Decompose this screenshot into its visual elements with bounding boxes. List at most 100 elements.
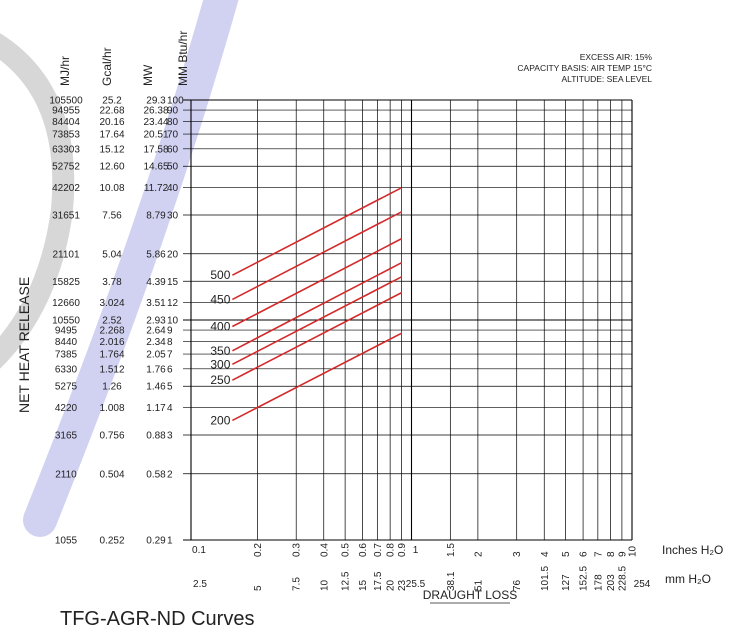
x-tick-label-in: 7 xyxy=(593,551,604,557)
y-tick-label-gcal: 2.52 xyxy=(102,316,122,327)
y-tick-label-gcal: 12.60 xyxy=(99,162,124,173)
y-tick-label-mw: 2.93 xyxy=(146,316,166,327)
x-tick-label-in: 8 xyxy=(606,551,617,557)
y-tick-label-mj: 6330 xyxy=(55,364,78,375)
y-tick-label-mj: 12660 xyxy=(52,298,80,309)
y-tick-label-mj: 15825 xyxy=(52,277,80,288)
y-tick-label-gcal: 1.764 xyxy=(99,350,124,361)
x-tick-label-mm: 10 xyxy=(319,579,330,591)
y-tick-label-mw: 14.65 xyxy=(143,162,168,173)
y-tick-label-mw: 20.51 xyxy=(143,130,168,141)
x-tick-label-in: 0.4 xyxy=(319,543,330,557)
y-tick-label-gcal: 2.016 xyxy=(99,337,124,348)
y-tick-label-mmbtu: 70 xyxy=(167,130,179,141)
x-tick-label-mm: 178 xyxy=(593,574,604,591)
y-tick-label-mmbtu: 2 xyxy=(167,469,173,480)
x-tick-label-in: 1 xyxy=(413,545,419,556)
x-tick-label-in: 10 xyxy=(628,545,639,557)
y-tick-label-mmbtu: 90 xyxy=(167,106,179,117)
decorative-blue-band xyxy=(23,0,239,537)
x-tick-label-in: 5 xyxy=(561,551,572,557)
series-label-450: 450 xyxy=(210,292,230,306)
y-tick-label-mmbtu: 8 xyxy=(167,337,173,348)
x-tick-label-in: 3 xyxy=(512,551,523,557)
y-tick-label-mmbtu: 4 xyxy=(167,403,173,414)
y-tick-label-mw: 11.72 xyxy=(144,183,169,194)
x-axis-title: DRAUGHT LOSS xyxy=(423,588,517,602)
y-tick-label-gcal: 22.68 xyxy=(99,106,124,117)
x-tick-label-mm: 7.5 xyxy=(292,577,303,591)
y-tick-label-mj: 84404 xyxy=(52,117,80,128)
x-tick-label-mm: 25.5 xyxy=(406,579,426,590)
x-tick-label-in: 1.5 xyxy=(446,543,457,557)
y-tick-label-mw: 23.44 xyxy=(143,117,168,128)
y-tick-label-gcal: 5.04 xyxy=(102,249,122,260)
x-tick-label-in: 6 xyxy=(579,551,590,557)
x-tick-label-in: 0.2 xyxy=(253,543,264,557)
x-tick-label-in: 4 xyxy=(540,551,551,557)
y-axis-title: NET HEAT RELEASE xyxy=(16,277,32,413)
x-unit-inches: Inches H₂O xyxy=(662,543,723,557)
y-tick-label-mw: 2.05 xyxy=(146,350,166,361)
annotation-excess-air: EXCESS AIR: 15% xyxy=(580,52,653,62)
y-tick-label-mw: 0.58 xyxy=(146,469,166,480)
y-tick-label-gcal: 1.512 xyxy=(99,364,124,375)
x-tick-label-mm: 76 xyxy=(512,579,523,591)
y-tick-label-mj: 5275 xyxy=(55,382,78,393)
y-tick-label-mj: 7385 xyxy=(55,350,78,361)
x-unit-mm: mm H₂O xyxy=(665,572,711,586)
y-tick-label-mj: 9495 xyxy=(55,326,78,337)
x-tick-label-in: 0.3 xyxy=(292,543,303,557)
x-tick-label-mm: 5 xyxy=(253,585,264,591)
y-tick-label-gcal: 3.78 xyxy=(102,277,122,288)
y-tick-label-mj: 73853 xyxy=(52,130,80,141)
y-tick-label-mj: 21101 xyxy=(52,249,80,260)
y-tick-label-gcal: 25.2 xyxy=(102,96,122,107)
y-tick-label-mj: 10550 xyxy=(52,316,80,327)
y-tick-label-mw: 1.76 xyxy=(146,364,166,375)
y-tick-label-mmbtu: 7 xyxy=(167,350,173,361)
y-tick-label-gcal: 0.252 xyxy=(99,536,124,547)
y-unit-mw: MW xyxy=(141,64,155,86)
y-tick-label-gcal: 10.08 xyxy=(99,183,124,194)
y-tick-label-mmbtu: 5 xyxy=(167,382,173,393)
y-tick-label-mmbtu: 80 xyxy=(167,117,179,128)
y-tick-label-mmbtu: 10 xyxy=(167,316,179,327)
x-tick-label-mm: 38.1 xyxy=(446,571,457,591)
x-tick-label-in: 0.1 xyxy=(192,545,206,556)
x-tick-label-mm: 203 xyxy=(606,574,617,591)
y-tick-label-gcal: 0.756 xyxy=(99,431,124,442)
y-tick-label-mj: 52752 xyxy=(52,162,80,173)
series-line-500 xyxy=(232,187,402,276)
y-tick-label-mj: 2110 xyxy=(55,469,77,480)
x-tick-label-in: 2 xyxy=(473,551,484,557)
y-tick-label-mw: 1.46 xyxy=(146,382,166,393)
series-label-250: 250 xyxy=(210,373,230,387)
y-tick-label-mmbtu: 1 xyxy=(167,536,173,547)
chart-series xyxy=(232,187,402,422)
x-tick-label-in: 0.6 xyxy=(358,543,369,557)
y-tick-label-mw: 1.17 xyxy=(146,403,166,414)
y-tick-label-mw: 26.38 xyxy=(143,106,168,117)
y-tick-label-gcal: 20.16 xyxy=(99,117,124,128)
x-tick-label-mm: 23 xyxy=(397,579,408,591)
y-tick-label-gcal: 0.504 xyxy=(99,469,124,480)
y-tick-label-mw: 8.79 xyxy=(146,211,166,222)
series-label-350: 350 xyxy=(210,344,230,358)
x-tick-label-in: 9 xyxy=(617,551,628,557)
series-label-500: 500 xyxy=(210,268,230,282)
y-unit-mj: MJ/hr xyxy=(58,56,72,86)
decorative-gray-arc xyxy=(0,33,75,369)
x-tick-label-in: 0.8 xyxy=(386,543,397,557)
x-tick-label-in: 0.5 xyxy=(341,543,352,557)
y-tick-label-mw: 5.86 xyxy=(146,249,166,260)
series-label-200: 200 xyxy=(210,413,230,427)
x-tick-label-mm: 228.5 xyxy=(617,566,628,591)
y-tick-label-mmbtu: 50 xyxy=(167,162,179,173)
y-tick-label-mj: 31651 xyxy=(52,211,80,222)
series-line-350 xyxy=(232,262,402,352)
y-tick-label-mmbtu: 60 xyxy=(167,144,179,155)
y-tick-label-mj: 3165 xyxy=(55,431,78,442)
x-tick-label-mm: 20 xyxy=(386,579,397,591)
